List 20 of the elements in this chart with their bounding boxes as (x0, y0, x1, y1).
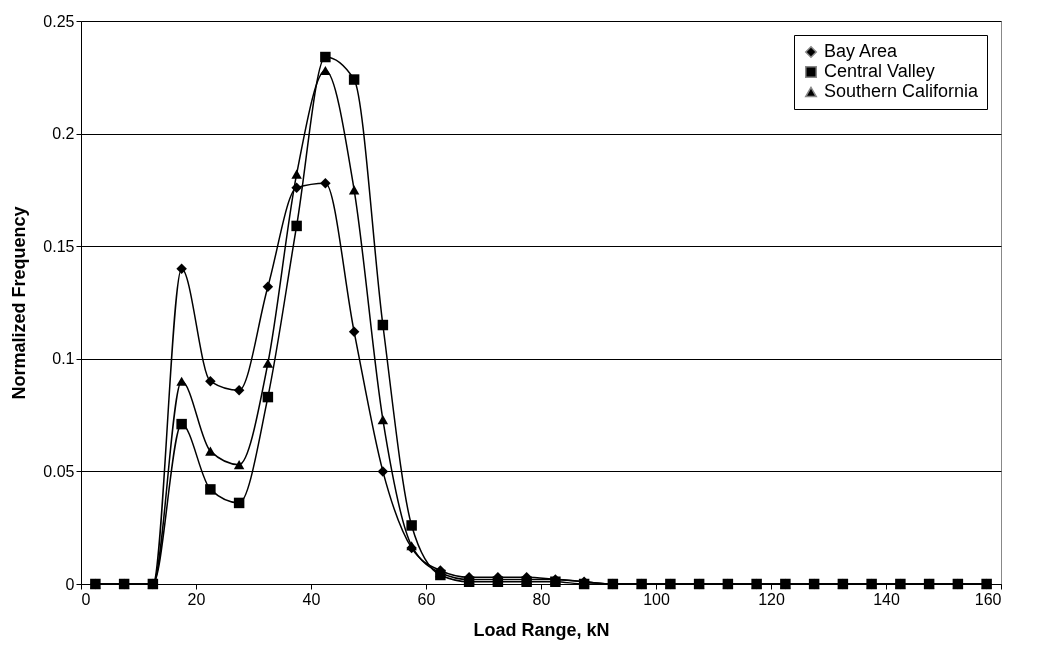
y-tick-label: 0.1 (52, 350, 75, 368)
y-tick-label: 0.2 (52, 125, 75, 143)
x-tick-label: 140 (873, 590, 900, 608)
legend-label: Central Valley (824, 61, 935, 81)
y-axis-title: Normalized Frequency (9, 206, 30, 400)
x-tick-label: 20 (187, 590, 206, 608)
x-tick-label: 120 (758, 590, 785, 608)
x-tick-label: 40 (302, 590, 321, 608)
x-tick-label: 80 (532, 590, 551, 608)
x-tick-label: 60 (417, 590, 436, 608)
y-tick-label: 0 (65, 575, 75, 593)
y-tick-label: 0.15 (43, 237, 75, 255)
x-tick-label: 0 (81, 590, 91, 608)
legend-label: Southern California (824, 81, 980, 101)
x-tick-label: 100 (643, 590, 670, 608)
y-tick-label: 0.05 (43, 462, 75, 480)
legend-label: Bay Area (824, 41, 899, 61)
x-axis-title: Load Range, kN (473, 619, 610, 640)
x-tick-label: 160 (974, 590, 1002, 608)
y-tick-label: 0.25 (43, 12, 75, 30)
